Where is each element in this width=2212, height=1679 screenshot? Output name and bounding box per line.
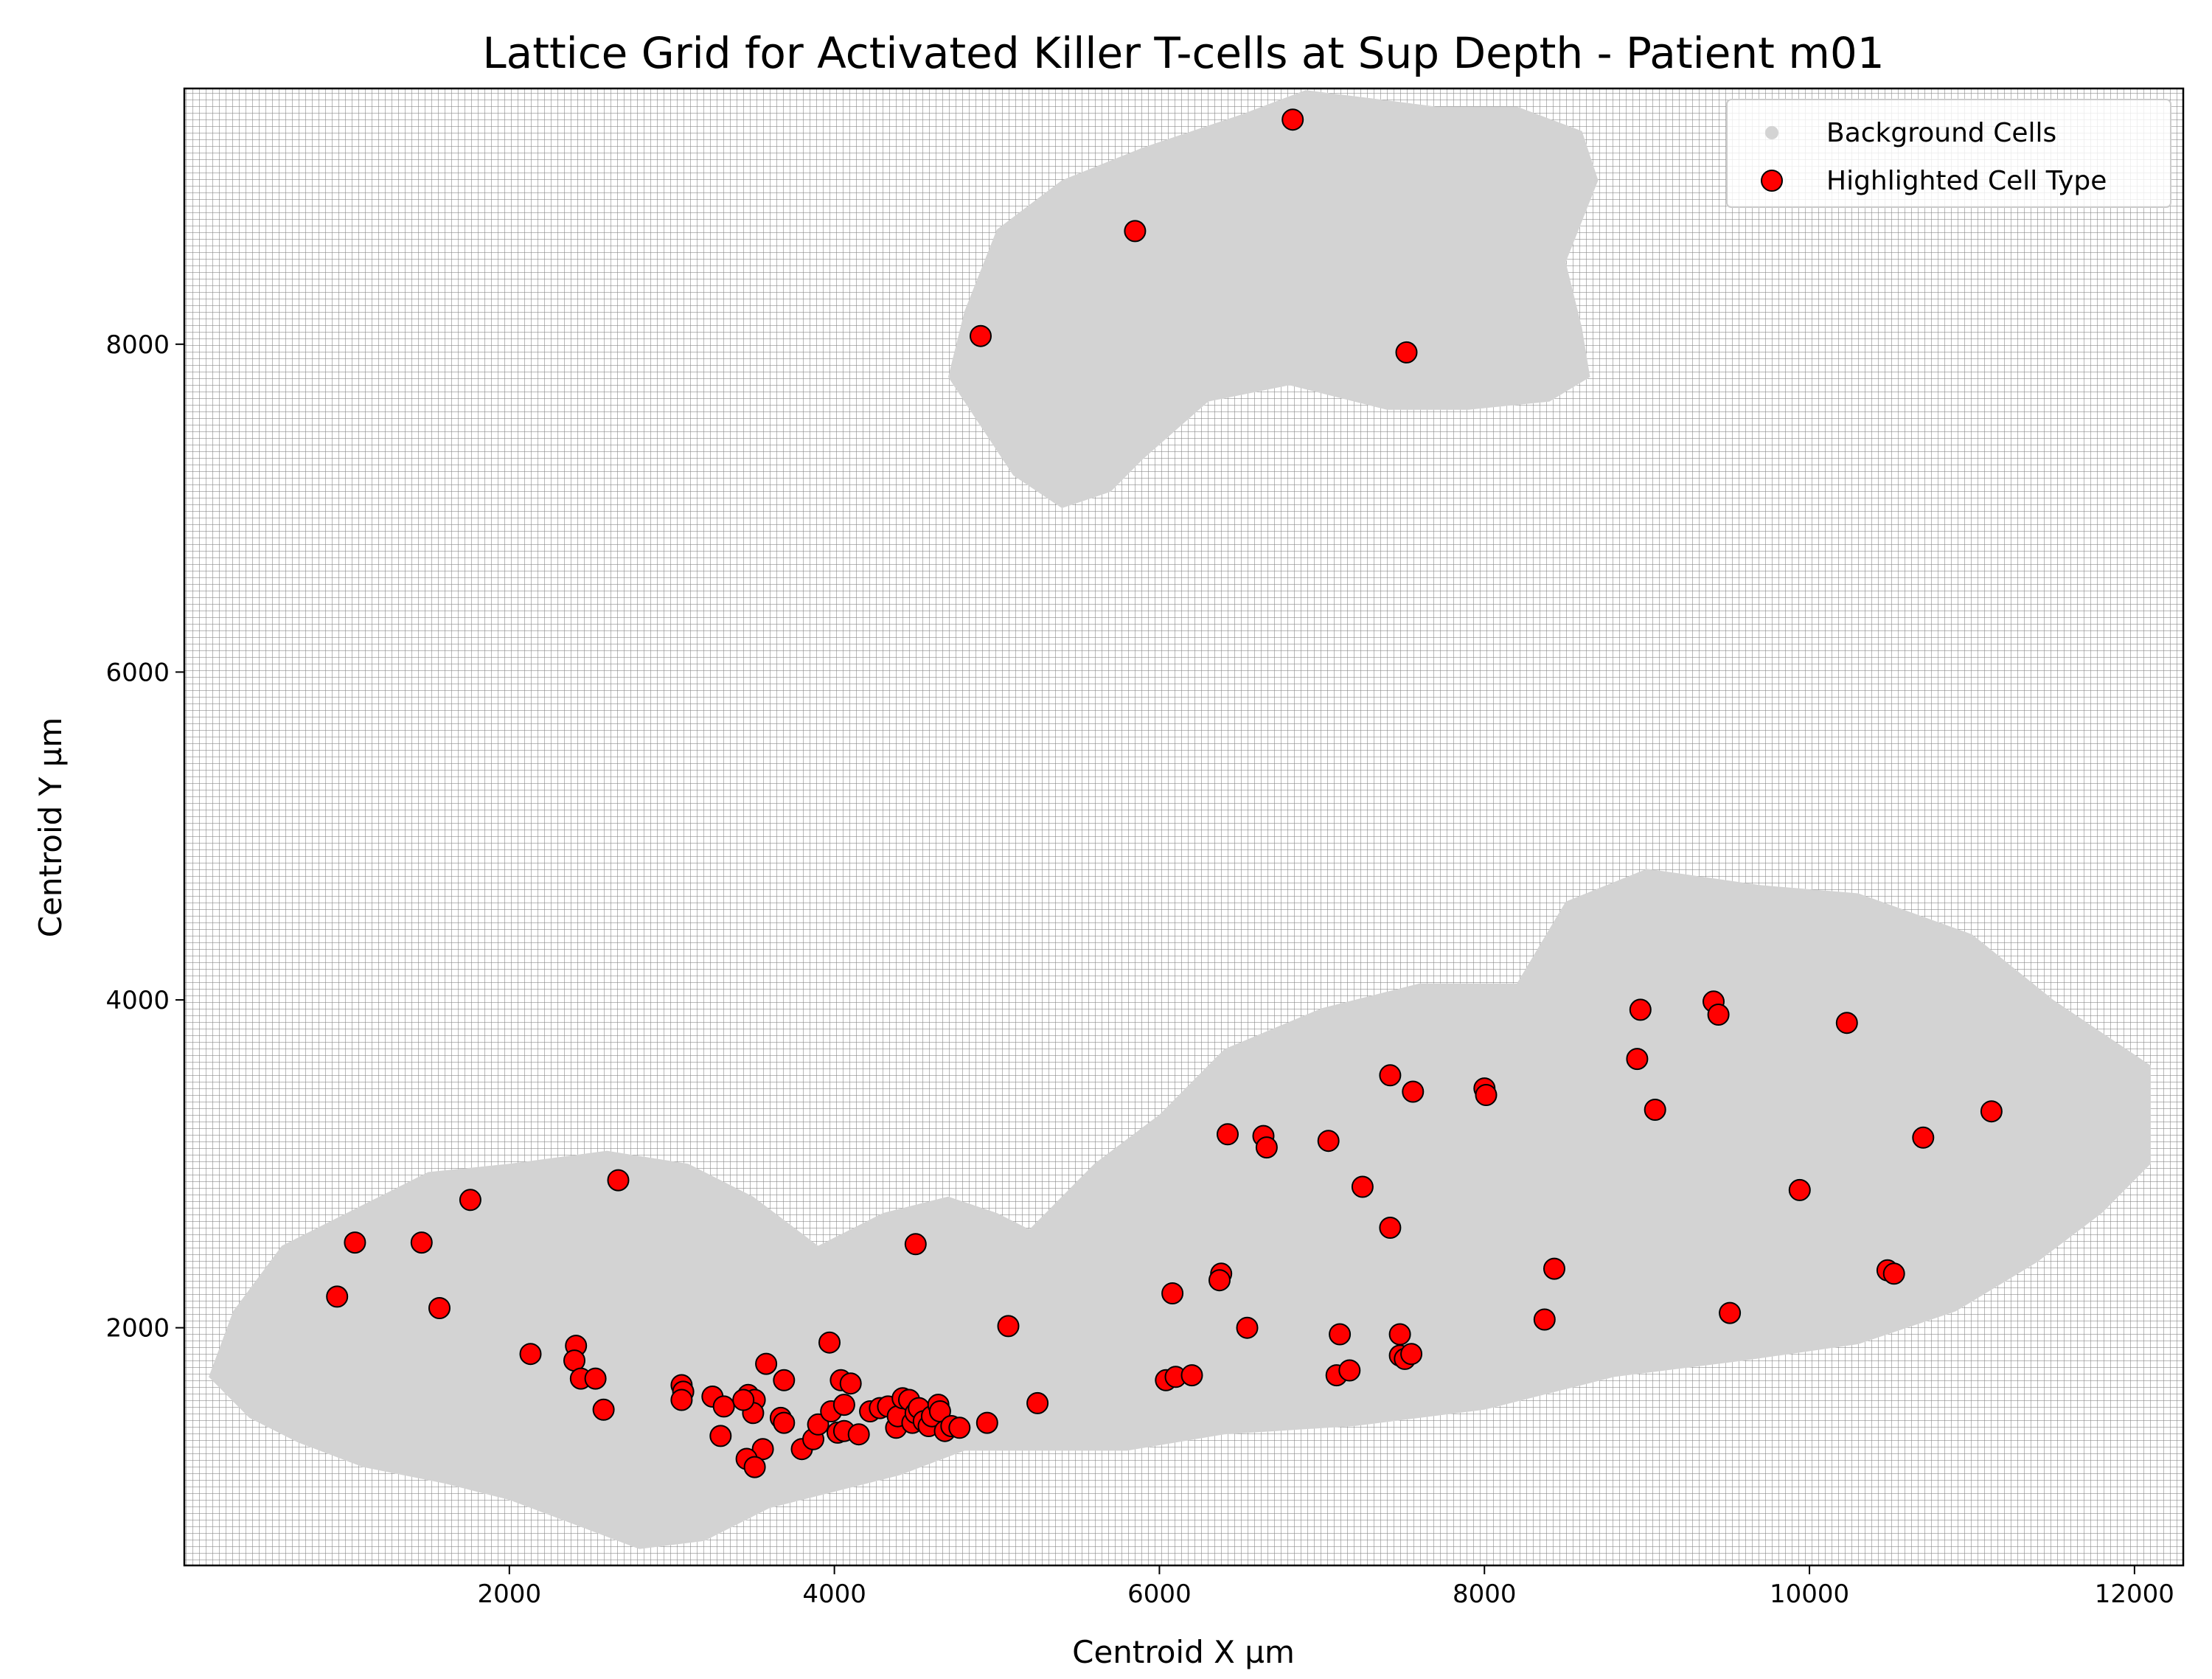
highlighted-cell-point	[1329, 1324, 1350, 1345]
highlighted-cell-point	[1630, 999, 1651, 1020]
highlighted-cell-point	[1401, 1343, 1422, 1364]
x-tick-label: 2000	[478, 1579, 542, 1609]
highlighted-cell-point	[998, 1315, 1019, 1336]
highlighted-cell-point	[773, 1413, 794, 1433]
highlighted-cell-point	[1884, 1263, 1905, 1284]
y-axis-label: Centroid Y µm	[32, 717, 69, 938]
x-tick-label: 4000	[802, 1579, 866, 1609]
y-tick-label: 2000	[105, 1314, 170, 1343]
highlighted-cell-point	[1645, 1099, 1666, 1120]
highlighted-cell-point	[1790, 1180, 1810, 1200]
highlighted-cell-point	[714, 1396, 734, 1416]
highlighted-cell-point	[1708, 1004, 1729, 1025]
highlighted-cell-point	[1380, 1065, 1400, 1085]
x-axis-ticks: 2000 4000 6000 8000 10000 12000	[478, 1565, 2174, 1609]
y-axis-ticks: 2000 4000 6000 8000	[105, 330, 184, 1343]
x-tick-label: 12000	[2095, 1579, 2174, 1609]
x-axis-label: Centroid X µm	[1072, 1634, 1295, 1670]
highlighted-cell-point	[949, 1417, 970, 1438]
highlighted-cell-point	[1256, 1137, 1277, 1158]
highlighted-cell-point	[841, 1373, 861, 1394]
x-tick-label: 6000	[1127, 1579, 1192, 1609]
highlighted-cell-point	[460, 1189, 481, 1210]
highlighted-cell-point	[1217, 1124, 1238, 1144]
highlighted-cell-point	[970, 326, 991, 347]
highlighted-cell-point	[1209, 1270, 1230, 1290]
highlighted-cell-point	[671, 1390, 692, 1411]
highlighted-cell-point	[608, 1170, 629, 1191]
highlighted-cell-point	[1162, 1283, 1183, 1304]
highlighted-cell-point	[834, 1394, 855, 1415]
highlighted-cell-point	[585, 1369, 606, 1389]
legend: Background Cells Highlighted Cell Type	[1727, 100, 2171, 207]
highlighted-cell-point	[594, 1400, 614, 1420]
highlighted-cell-point	[710, 1425, 731, 1446]
highlighted-cell-point	[1534, 1310, 1555, 1330]
highlighted-cell-point	[745, 1457, 765, 1478]
chart-title: Lattice Grid for Activated Killer T-cell…	[482, 28, 1884, 78]
x-tick-label: 8000	[1453, 1579, 1517, 1609]
highlighted-cell-point	[1544, 1259, 1565, 1279]
legend-label-highlighted: Highlighted Cell Type	[1826, 166, 2107, 196]
highlighted-cell-point	[327, 1286, 347, 1307]
highlighted-cell-point	[1352, 1177, 1373, 1197]
highlighted-cell-point	[1476, 1085, 1497, 1105]
highlighted-cell-point	[1339, 1360, 1360, 1381]
highlighted-cell-point	[1282, 109, 1303, 130]
legend-marker-highlighted	[1761, 170, 1782, 191]
highlighted-cell-point	[1402, 1082, 1423, 1102]
highlighted-cell-point	[1390, 1324, 1411, 1345]
highlighted-cell-point	[1627, 1049, 1647, 1069]
highlighted-cell-point	[1182, 1365, 1203, 1386]
y-tick-label: 8000	[105, 330, 170, 360]
highlighted-cell-point	[819, 1332, 840, 1353]
highlighted-cell-point	[773, 1370, 794, 1391]
highlighted-cell-point	[849, 1424, 869, 1445]
highlighted-cell-point	[1318, 1130, 1339, 1151]
legend-label-background: Background Cells	[1826, 118, 2056, 148]
legend-marker-background	[1765, 126, 1778, 139]
highlighted-cell-point	[1380, 1217, 1400, 1238]
y-tick-label: 4000	[105, 986, 170, 1015]
highlighted-cell-point	[411, 1232, 432, 1253]
highlighted-cell-point	[1397, 342, 1417, 363]
highlighted-cell-point	[977, 1413, 998, 1433]
highlighted-cell-point	[1913, 1127, 1933, 1148]
highlighted-cell-point	[1719, 1303, 1740, 1324]
highlighted-cell-point	[756, 1354, 776, 1374]
highlighted-cell-point	[1981, 1101, 2002, 1122]
highlighted-cell-point	[521, 1343, 541, 1364]
highlighted-cell-point	[733, 1390, 754, 1411]
y-tick-label: 6000	[105, 658, 170, 687]
highlighted-cell-point	[1027, 1393, 1048, 1414]
highlighted-cell-point	[1124, 220, 1145, 241]
highlighted-cell-point	[1237, 1318, 1258, 1338]
highlighted-cell-point	[344, 1232, 365, 1253]
highlighted-cell-point	[429, 1298, 450, 1318]
highlighted-cell-point	[1837, 1012, 1857, 1033]
x-tick-label: 10000	[1770, 1579, 1849, 1609]
highlighted-cell-point	[905, 1234, 926, 1254]
